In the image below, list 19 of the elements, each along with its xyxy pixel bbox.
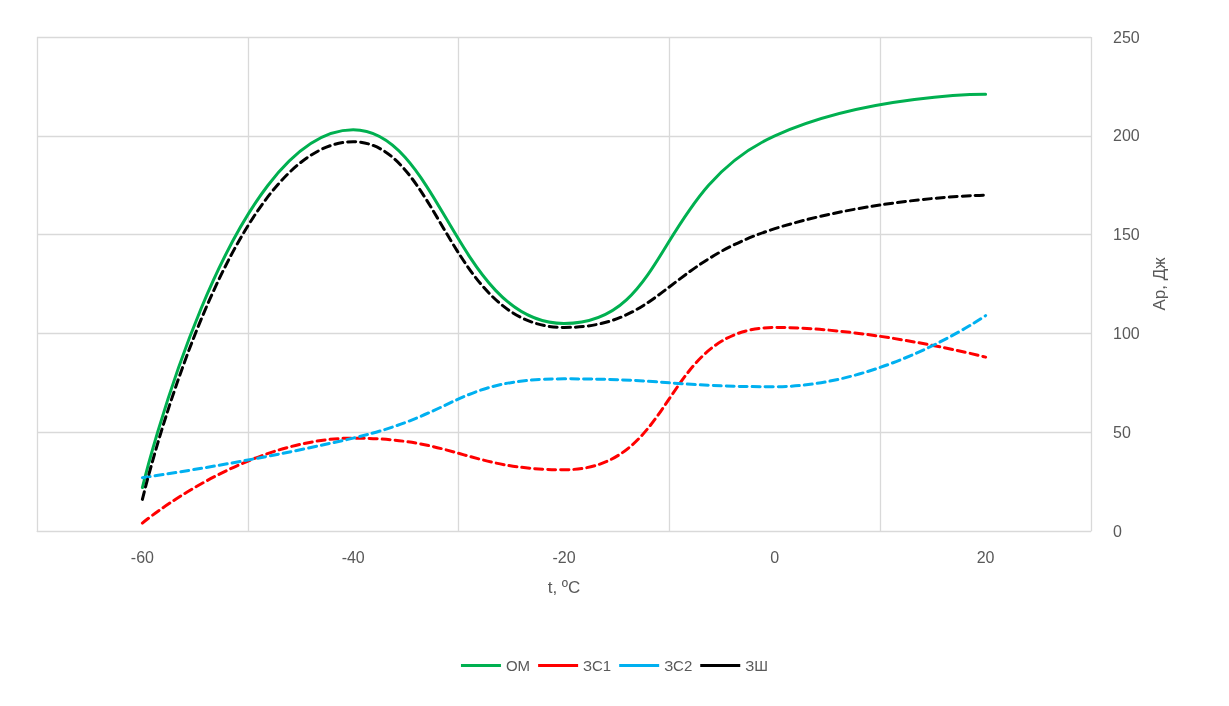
legend-label: ЗШ (745, 657, 769, 674)
x-axis-title: t, ºC (547, 578, 581, 597)
y-tick-label: 150 (1113, 226, 1140, 244)
y-tick-label: 0 (1113, 522, 1122, 540)
x-tick-label: -40 (341, 548, 365, 566)
x-tick-label: -20 (552, 548, 576, 566)
y-axis-title: Ар, Дж (1150, 256, 1169, 311)
y-tick-label: 100 (1113, 324, 1140, 342)
x-tick-label: -60 (130, 548, 155, 566)
y-tick-label: 50 (1113, 423, 1131, 441)
x-tick-label: 20 (976, 548, 995, 566)
legend-label: ЗС1 (583, 657, 612, 674)
x-tick-label: 0 (770, 548, 780, 566)
legend-label: ЗС2 (664, 657, 693, 674)
legend-label: ОМ (505, 657, 531, 674)
y-tick-label: 250 (1113, 28, 1140, 46)
line-series (140, 314, 988, 480)
line-series (140, 325, 988, 525)
y-tick-label: 200 (1113, 127, 1140, 145)
